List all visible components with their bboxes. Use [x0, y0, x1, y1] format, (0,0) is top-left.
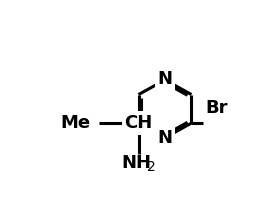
- Text: NH: NH: [122, 154, 152, 172]
- Text: Br: Br: [205, 99, 228, 117]
- Text: N: N: [158, 70, 173, 88]
- Text: CH: CH: [124, 114, 153, 132]
- Text: N: N: [158, 129, 173, 147]
- Text: Me: Me: [61, 114, 91, 132]
- Text: 2: 2: [147, 160, 156, 174]
